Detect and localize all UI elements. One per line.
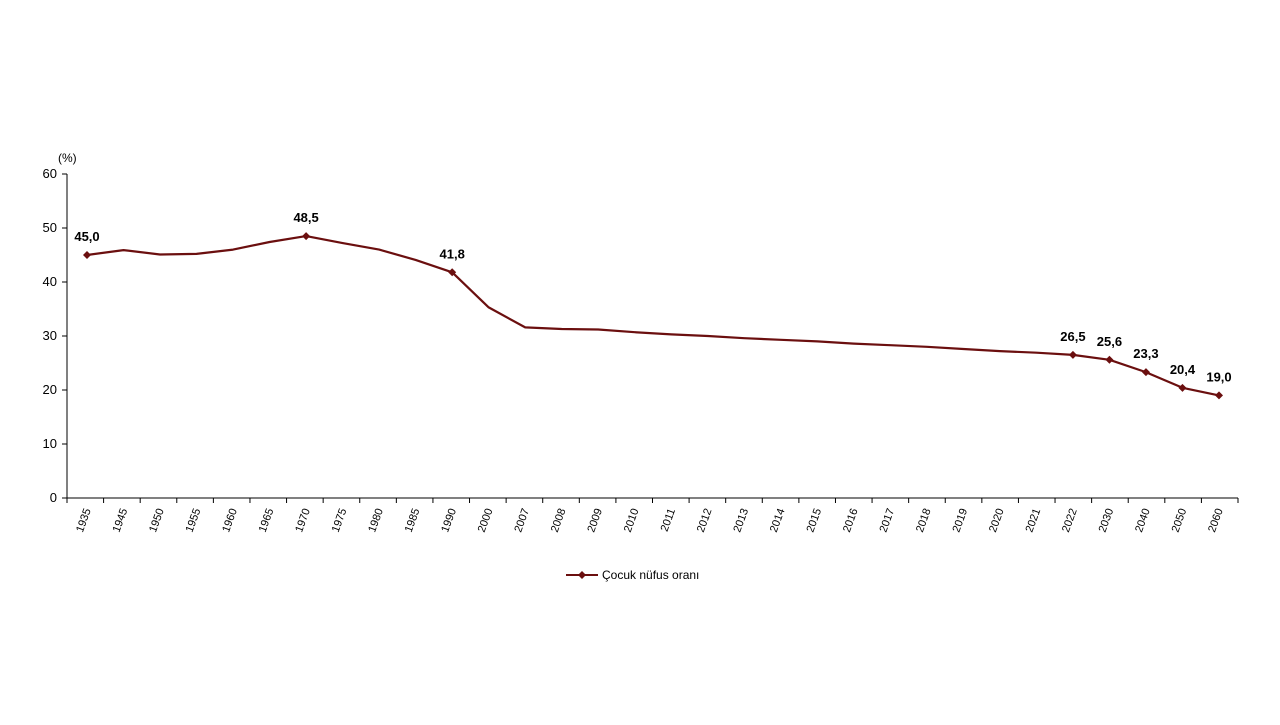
x-tick-label: 2017 (878, 507, 898, 534)
x-tick-label: 1965 (257, 507, 277, 534)
x-tick-label: 2020 (987, 507, 1007, 534)
x-tick-label: 1990 (439, 507, 459, 534)
series-markers (83, 232, 1223, 400)
x-tick-label: 2015 (804, 507, 824, 534)
x-tick-label: 1935 (74, 507, 94, 534)
y-axis-unit-label: (%) (58, 151, 77, 165)
data-point-marker (1105, 355, 1114, 364)
x-tick-label: 2011 (659, 507, 678, 533)
x-tick-label: 2010 (622, 507, 642, 534)
data-label: 45,0 (74, 229, 99, 244)
data-label: 41,8 (440, 246, 465, 261)
x-tick-label: 1975 (330, 507, 350, 534)
data-label: 25,6 (1097, 334, 1122, 349)
x-tick-label: 2018 (914, 507, 934, 534)
legend: Çocuk nüfus oranı (566, 568, 699, 582)
x-tick-label: 1950 (147, 507, 167, 534)
x-tick-label: 1955 (184, 507, 204, 534)
y-tick-label: 0 (50, 490, 57, 505)
series-line (86, 235, 1220, 397)
x-tick-label: 2050 (1170, 507, 1190, 534)
y-tick-label: 30 (43, 328, 57, 343)
x-tick-label: 2007 (512, 507, 532, 534)
data-point-marker (1215, 391, 1223, 400)
x-tick-label: 2030 (1097, 507, 1117, 534)
series-line-group (86, 235, 1220, 397)
data-label: 20,4 (1170, 362, 1196, 377)
data-label: 23,3 (1133, 346, 1158, 361)
x-tick-label: 2000 (476, 507, 496, 534)
y-tick-label: 50 (43, 220, 57, 235)
x-tick-label: 1945 (111, 507, 131, 534)
x-tick-label: 2008 (549, 507, 569, 534)
x-tick-label: 2013 (731, 507, 751, 534)
data-point-marker (448, 268, 457, 277)
data-point-marker (302, 232, 311, 241)
data-label: 48,5 (293, 210, 318, 225)
y-axis: 0 10 20 30 40 50 60 (43, 166, 68, 505)
x-tick-label: 2012 (695, 507, 715, 534)
x-tick-label: 2014 (768, 507, 788, 534)
data-label: 19,0 (1206, 369, 1231, 384)
data-point-marker (1068, 350, 1077, 359)
y-tick-label: 40 (43, 274, 57, 289)
x-tick-label: 1985 (403, 507, 423, 534)
y-tick-label: 60 (43, 166, 57, 181)
data-point-marker (1178, 383, 1187, 392)
legend-entry-label: Çocuk nüfus oranı (602, 568, 699, 582)
x-tick-label: 1980 (366, 507, 386, 534)
x-tick-label: 2060 (1206, 507, 1226, 534)
data-label: 26,5 (1060, 329, 1085, 344)
legend-marker-swatch (578, 571, 586, 579)
data-point-marker (1141, 368, 1150, 377)
x-tick-label: 2021 (1024, 507, 1044, 534)
x-tick-label: 2022 (1060, 507, 1080, 534)
x-axis: 1935 1945 1950 1955 1960 1965 1970 1975 1980 1985… (66, 497, 1239, 534)
x-tick-label: 1960 (220, 507, 240, 534)
data-labels: 45,0 48,5 41,8 26,5 25,6 23,3 20,4 19,0 (74, 210, 1231, 384)
x-tick-label: 2009 (585, 507, 605, 534)
x-tick-label: 2040 (1133, 507, 1153, 534)
x-tick-label: 2019 (951, 507, 971, 534)
x-tick-label: 2016 (841, 507, 861, 534)
y-tick-label: 10 (43, 436, 57, 451)
x-tick-label: 1970 (293, 507, 313, 534)
data-point-marker (83, 251, 91, 259)
y-tick-label: 20 (43, 382, 57, 397)
